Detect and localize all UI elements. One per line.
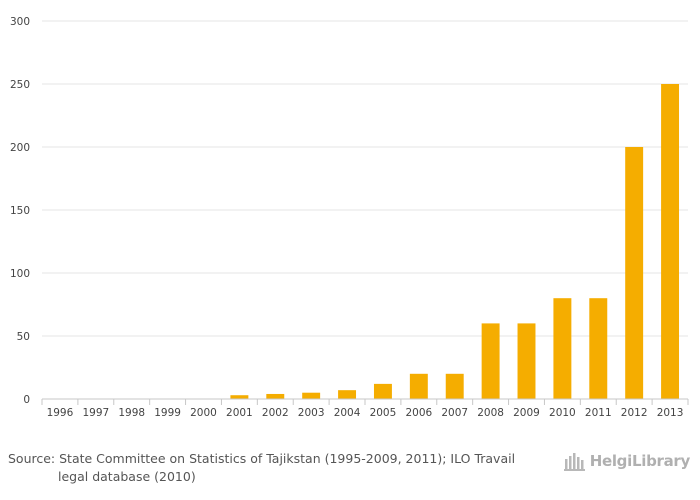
bar-2006 <box>409 373 428 399</box>
bar-2004 <box>338 390 357 399</box>
x-tick-label: 2001 <box>226 407 253 419</box>
x-tick-label: 1998 <box>118 407 145 419</box>
bars <box>230 84 680 399</box>
bar-2003 <box>302 392 321 399</box>
x-tick-label: 1997 <box>82 407 109 419</box>
y-tick-label: 250 <box>10 79 30 91</box>
y-tick-label: 200 <box>10 142 30 154</box>
bar-2002 <box>266 393 285 399</box>
x-tick-label: 1999 <box>154 407 181 419</box>
x-axis: 1996 1997 1998 1999 2000 2001 2002 2003 2004 2005… <box>41 398 689 419</box>
helgi-library-logo: HelgiLibrary <box>563 448 691 474</box>
y-tick-label: 300 <box>10 16 30 28</box>
x-tick-label: 2010 <box>549 407 576 419</box>
source-line-1: Source: State Committee on Statistics of… <box>8 451 516 466</box>
x-tick-label: 1996 <box>47 407 74 419</box>
bar-chart: 0 50 100 150 200 250 300 1996 1997 1998 1999 2000 2… <box>10 16 689 419</box>
bar-2013 <box>661 84 680 399</box>
grid-lines <box>42 20 688 337</box>
source-line-2: legal database (2010) <box>58 469 196 484</box>
x-tick-label: 2003 <box>298 407 325 419</box>
x-tick-label: 2000 <box>190 407 217 419</box>
y-tick-label: 150 <box>10 205 30 217</box>
bar-2007 <box>445 373 464 399</box>
x-tick-label: 2002 <box>262 407 289 419</box>
x-tick-label: 2011 <box>585 407 612 419</box>
x-tick-label: 2007 <box>441 407 468 419</box>
bar-2008 <box>481 323 500 399</box>
y-tick-label: 50 <box>17 331 30 343</box>
x-tick-label: 2005 <box>370 407 397 419</box>
x-tick-label: 2009 <box>513 407 540 419</box>
y-tick-label: 100 <box>10 268 30 280</box>
bar-2012 <box>625 147 644 399</box>
library-icon <box>563 453 585 471</box>
y-tick-label: 0 <box>23 394 30 406</box>
logo-text: HelgiLibrary <box>589 452 691 470</box>
bar-2001 <box>230 395 249 399</box>
x-tick-label: 2012 <box>621 407 648 419</box>
bar-2010 <box>553 298 572 399</box>
bar-2009 <box>517 323 536 399</box>
bar-2005 <box>373 383 392 399</box>
x-tick-label: 2006 <box>405 407 432 419</box>
bar-2011 <box>589 298 608 399</box>
x-tick-label: 2013 <box>657 407 684 419</box>
x-tick-label: 2004 <box>334 407 361 419</box>
y-axis-ticks: 0 50 100 150 200 250 300 <box>10 16 30 406</box>
source-note: Source: State Committee on Statistics of… <box>8 450 538 486</box>
x-tick-label: 2008 <box>477 407 504 419</box>
